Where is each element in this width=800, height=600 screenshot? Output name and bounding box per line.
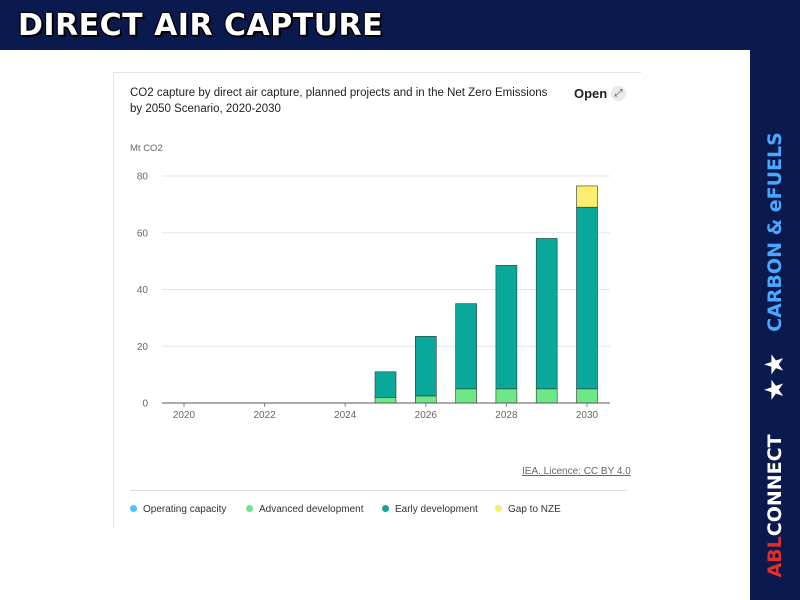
x-tick-label: 2030 <box>576 410 599 421</box>
bar-segment <box>455 388 477 404</box>
bar-segment <box>576 388 598 404</box>
bar-segment <box>495 388 518 404</box>
legend-item[interactable]: Advanced development <box>246 504 364 515</box>
legend-label: Gap to NZE <box>508 504 561 515</box>
x-tick-label: 2020 <box>173 410 196 421</box>
chart-title: CO2 capture by direct air capture, plann… <box>130 87 548 115</box>
legend-label: Operating capacity <box>143 504 227 515</box>
side-bar <box>750 50 800 600</box>
y-axis-unit-label: Mt CO2 <box>130 143 163 154</box>
open-button[interactable]: Open <box>574 86 608 101</box>
legend-label: Advanced development <box>259 504 364 515</box>
x-tick-label: 2024 <box>334 410 357 421</box>
x-tick-label: 2022 <box>253 410 276 421</box>
bar-segment <box>535 388 558 404</box>
legend-swatch-icon <box>495 505 502 512</box>
legend-swatch-icon <box>130 505 137 512</box>
legend-label: Early development <box>395 504 478 515</box>
legend-swatch-icon <box>382 505 389 512</box>
legend-item[interactable]: Early development <box>382 504 478 515</box>
legend-swatch-icon <box>246 505 253 512</box>
legend-divider <box>130 490 627 491</box>
bar-segment <box>535 238 558 390</box>
bar-segment <box>414 395 437 404</box>
y-tick-label: 40 <box>137 285 149 296</box>
legend-item[interactable]: Operating capacity <box>130 504 226 515</box>
bar-segment <box>576 206 598 390</box>
bar-segment <box>374 371 397 398</box>
bar-segment <box>576 185 598 208</box>
y-tick-label: 20 <box>137 342 149 353</box>
bar-segment <box>414 336 437 397</box>
slide-title: DIRECT AIR CAPTURE <box>18 8 384 43</box>
expand-icon[interactable]: ⤢ <box>611 86 626 101</box>
y-tick-label: 0 <box>142 399 148 410</box>
y-tick-label: 80 <box>137 172 149 183</box>
bar-segment <box>495 265 518 390</box>
x-tick-label: 2028 <box>495 410 518 421</box>
legend-item[interactable]: Gap to NZE <box>495 504 561 515</box>
bar-segment <box>374 397 397 404</box>
y-tick-label: 60 <box>137 228 149 239</box>
bar-segment <box>455 303 477 390</box>
x-tick-label: 2026 <box>415 410 438 421</box>
licence-credit-link[interactable]: IEA. Licence: CC BY 4.0 <box>522 466 631 477</box>
title-banner: DIRECT AIR CAPTURE <box>0 0 800 50</box>
